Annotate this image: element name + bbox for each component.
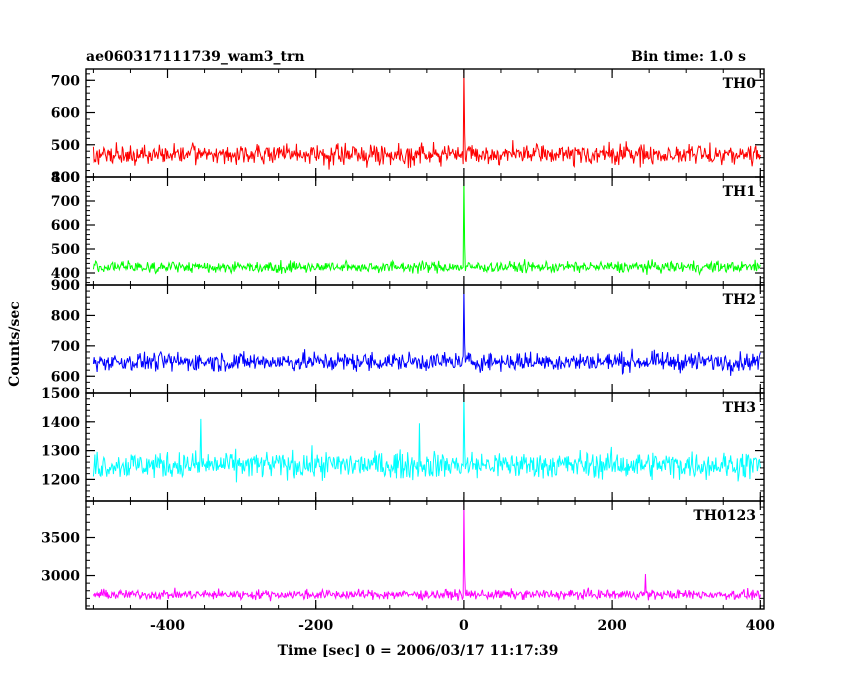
x-tick-label: -400 [150,618,185,634]
x-tick-label: 400 [746,618,775,634]
y-tick-label: 1300 [41,444,80,460]
panel-frame [85,500,765,610]
y-tick-label: 900 [51,278,80,294]
panel-th2: 600 700 800 900 TH2 [51,278,765,394]
panel-label: TH1 [723,184,756,200]
y-tick-label: 400 [51,170,80,186]
x-tick-label: 200 [597,618,626,634]
panel-frame [85,68,765,178]
series-line-th0123 [92,503,761,602]
panels-group: 400 500 600 700 TH0 400 500 600 700 800 TH1 600 700 8… [41,68,765,610]
y-tick-label: 500 [51,242,80,258]
y-tick-label: 600 [51,106,80,122]
y-tick-label: 800 [51,170,80,186]
bin-time-label: Bin time: 1.0 s [631,49,746,65]
panel-th0: 400 500 600 700 TH0 [51,68,765,186]
panel-label: TH3 [723,400,756,416]
panel-label: TH0123 [693,508,756,524]
x-axis: -400 -200 0 200 400 [150,618,775,634]
y-tick-label: 700 [51,73,80,89]
x-tick-label: -200 [298,618,333,634]
y-tick-label: 700 [51,194,80,210]
y-tick-label: 400 [51,266,80,282]
panel-th0123: 3000 3500 TH0123 [41,500,765,610]
y-tick-label: 500 [51,138,80,154]
panel-label: TH0 [723,76,757,92]
series-line-th3 [92,393,761,483]
x-axis-label: Time [sec] 0 = 2006/03/17 11:17:39 [278,643,559,659]
y-tick-label: 3000 [41,569,80,585]
y-tick-label: 1500 [41,386,80,402]
y-tick-label: 600 [51,369,80,385]
y-axis-label: Counts/sec [7,301,23,387]
series-line-th2 [92,288,761,376]
y-tick-label: 1400 [41,415,80,431]
panel-label: TH2 [723,292,756,308]
series-line-th1 [92,177,761,277]
x-tick-label: 0 [459,618,469,634]
y-tick-label: 1200 [41,472,80,488]
panel-th3: 1200 1300 1400 1500 TH3 [41,386,765,502]
panel-frame [85,392,765,502]
series-line-th0 [92,69,761,170]
panel-th1: 400 500 600 700 800 TH1 [51,170,765,286]
panel-frame [85,284,765,394]
y-tick-label: 800 [51,308,80,324]
y-tick-label: 600 [51,218,80,234]
y-tick-label: 3500 [41,531,80,547]
y-tick-label: 700 [51,339,80,355]
chart-title: ae060317111739_wam3_trn [86,49,305,65]
